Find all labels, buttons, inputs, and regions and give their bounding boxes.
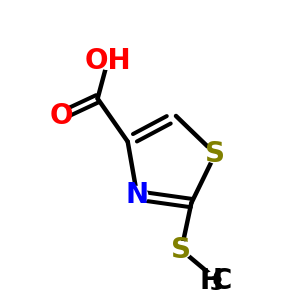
Text: C: C: [212, 267, 232, 295]
Ellipse shape: [172, 242, 191, 258]
Ellipse shape: [96, 52, 120, 69]
Ellipse shape: [127, 186, 148, 204]
Ellipse shape: [206, 145, 225, 163]
Text: OH: OH: [84, 47, 131, 75]
Text: O: O: [49, 102, 73, 130]
Text: H: H: [199, 267, 222, 295]
Ellipse shape: [202, 271, 235, 290]
Text: S: S: [205, 140, 225, 168]
Text: S: S: [171, 236, 191, 264]
Ellipse shape: [52, 107, 70, 124]
Text: N: N: [126, 182, 149, 209]
Text: 3: 3: [209, 275, 223, 294]
